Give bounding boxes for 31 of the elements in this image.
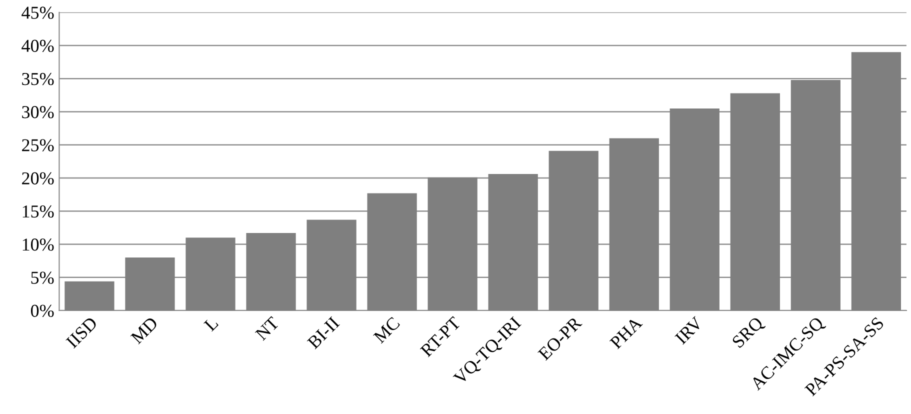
x-tick-label: MC bbox=[372, 316, 400, 344]
bar bbox=[670, 108, 720, 310]
bar bbox=[428, 177, 478, 310]
y-tick-label: 10% bbox=[22, 238, 54, 251]
y-tick-label: 20% bbox=[22, 172, 54, 185]
y-tick-label: 15% bbox=[22, 205, 54, 218]
x-tick-label: IRV bbox=[674, 316, 704, 345]
bar bbox=[306, 220, 356, 310]
bar bbox=[64, 281, 114, 310]
x-tick-label: PHA bbox=[609, 316, 643, 350]
x-tick-label: IISD bbox=[66, 316, 98, 349]
y-tick-label: 0% bbox=[30, 304, 54, 317]
bar bbox=[790, 80, 840, 310]
bar bbox=[548, 150, 598, 310]
x-tick-label: MD bbox=[130, 316, 158, 344]
y-tick-label: 5% bbox=[31, 272, 54, 284]
y-tick-label: 40% bbox=[22, 40, 54, 52]
x-tick-label: NT bbox=[254, 316, 280, 341]
bar bbox=[488, 174, 538, 310]
x-tick-label: L bbox=[204, 316, 219, 332]
y-tick-label: 25% bbox=[22, 139, 54, 152]
y-tick-label: 30% bbox=[22, 106, 54, 118]
bar bbox=[851, 52, 901, 310]
bar bbox=[186, 238, 236, 310]
y-tick-label: 45% bbox=[22, 6, 54, 19]
y-tick-label: 35% bbox=[22, 72, 54, 86]
bar bbox=[609, 138, 659, 310]
bar bbox=[246, 233, 296, 310]
bar bbox=[730, 93, 780, 310]
bar bbox=[125, 258, 175, 310]
bar bbox=[367, 193, 417, 310]
